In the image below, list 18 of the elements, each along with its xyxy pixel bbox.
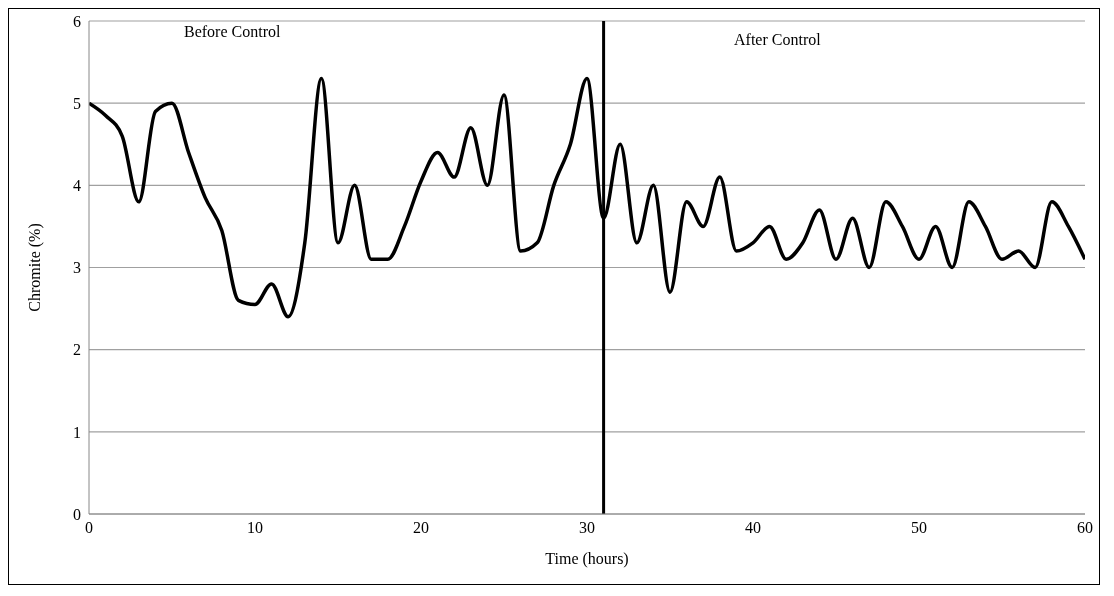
y-tick-label: 0	[73, 505, 81, 523]
annotation: After Control	[734, 31, 821, 49]
y-tick-label: 3	[73, 259, 81, 277]
x-axis-title: Time (hours)	[545, 550, 629, 568]
y-tick-label: 1	[73, 423, 81, 441]
y-tick-label: 2	[73, 341, 81, 359]
y-axis-title: Chromite (%)	[25, 223, 44, 312]
y-tick-label: 5	[73, 94, 81, 112]
y-tick-label: 6	[73, 12, 81, 30]
x-tick-label: 20	[413, 519, 429, 537]
x-tick-label: 30	[579, 519, 595, 537]
x-tick-label: 50	[911, 519, 927, 537]
x-tick-label: 10	[247, 519, 263, 537]
y-tick-label: 4	[73, 177, 81, 195]
x-tick-label: 0	[85, 519, 93, 537]
x-tick-label: 60	[1077, 519, 1093, 537]
annotation: Before Control	[184, 23, 281, 41]
x-tick-label: 40	[745, 519, 761, 537]
